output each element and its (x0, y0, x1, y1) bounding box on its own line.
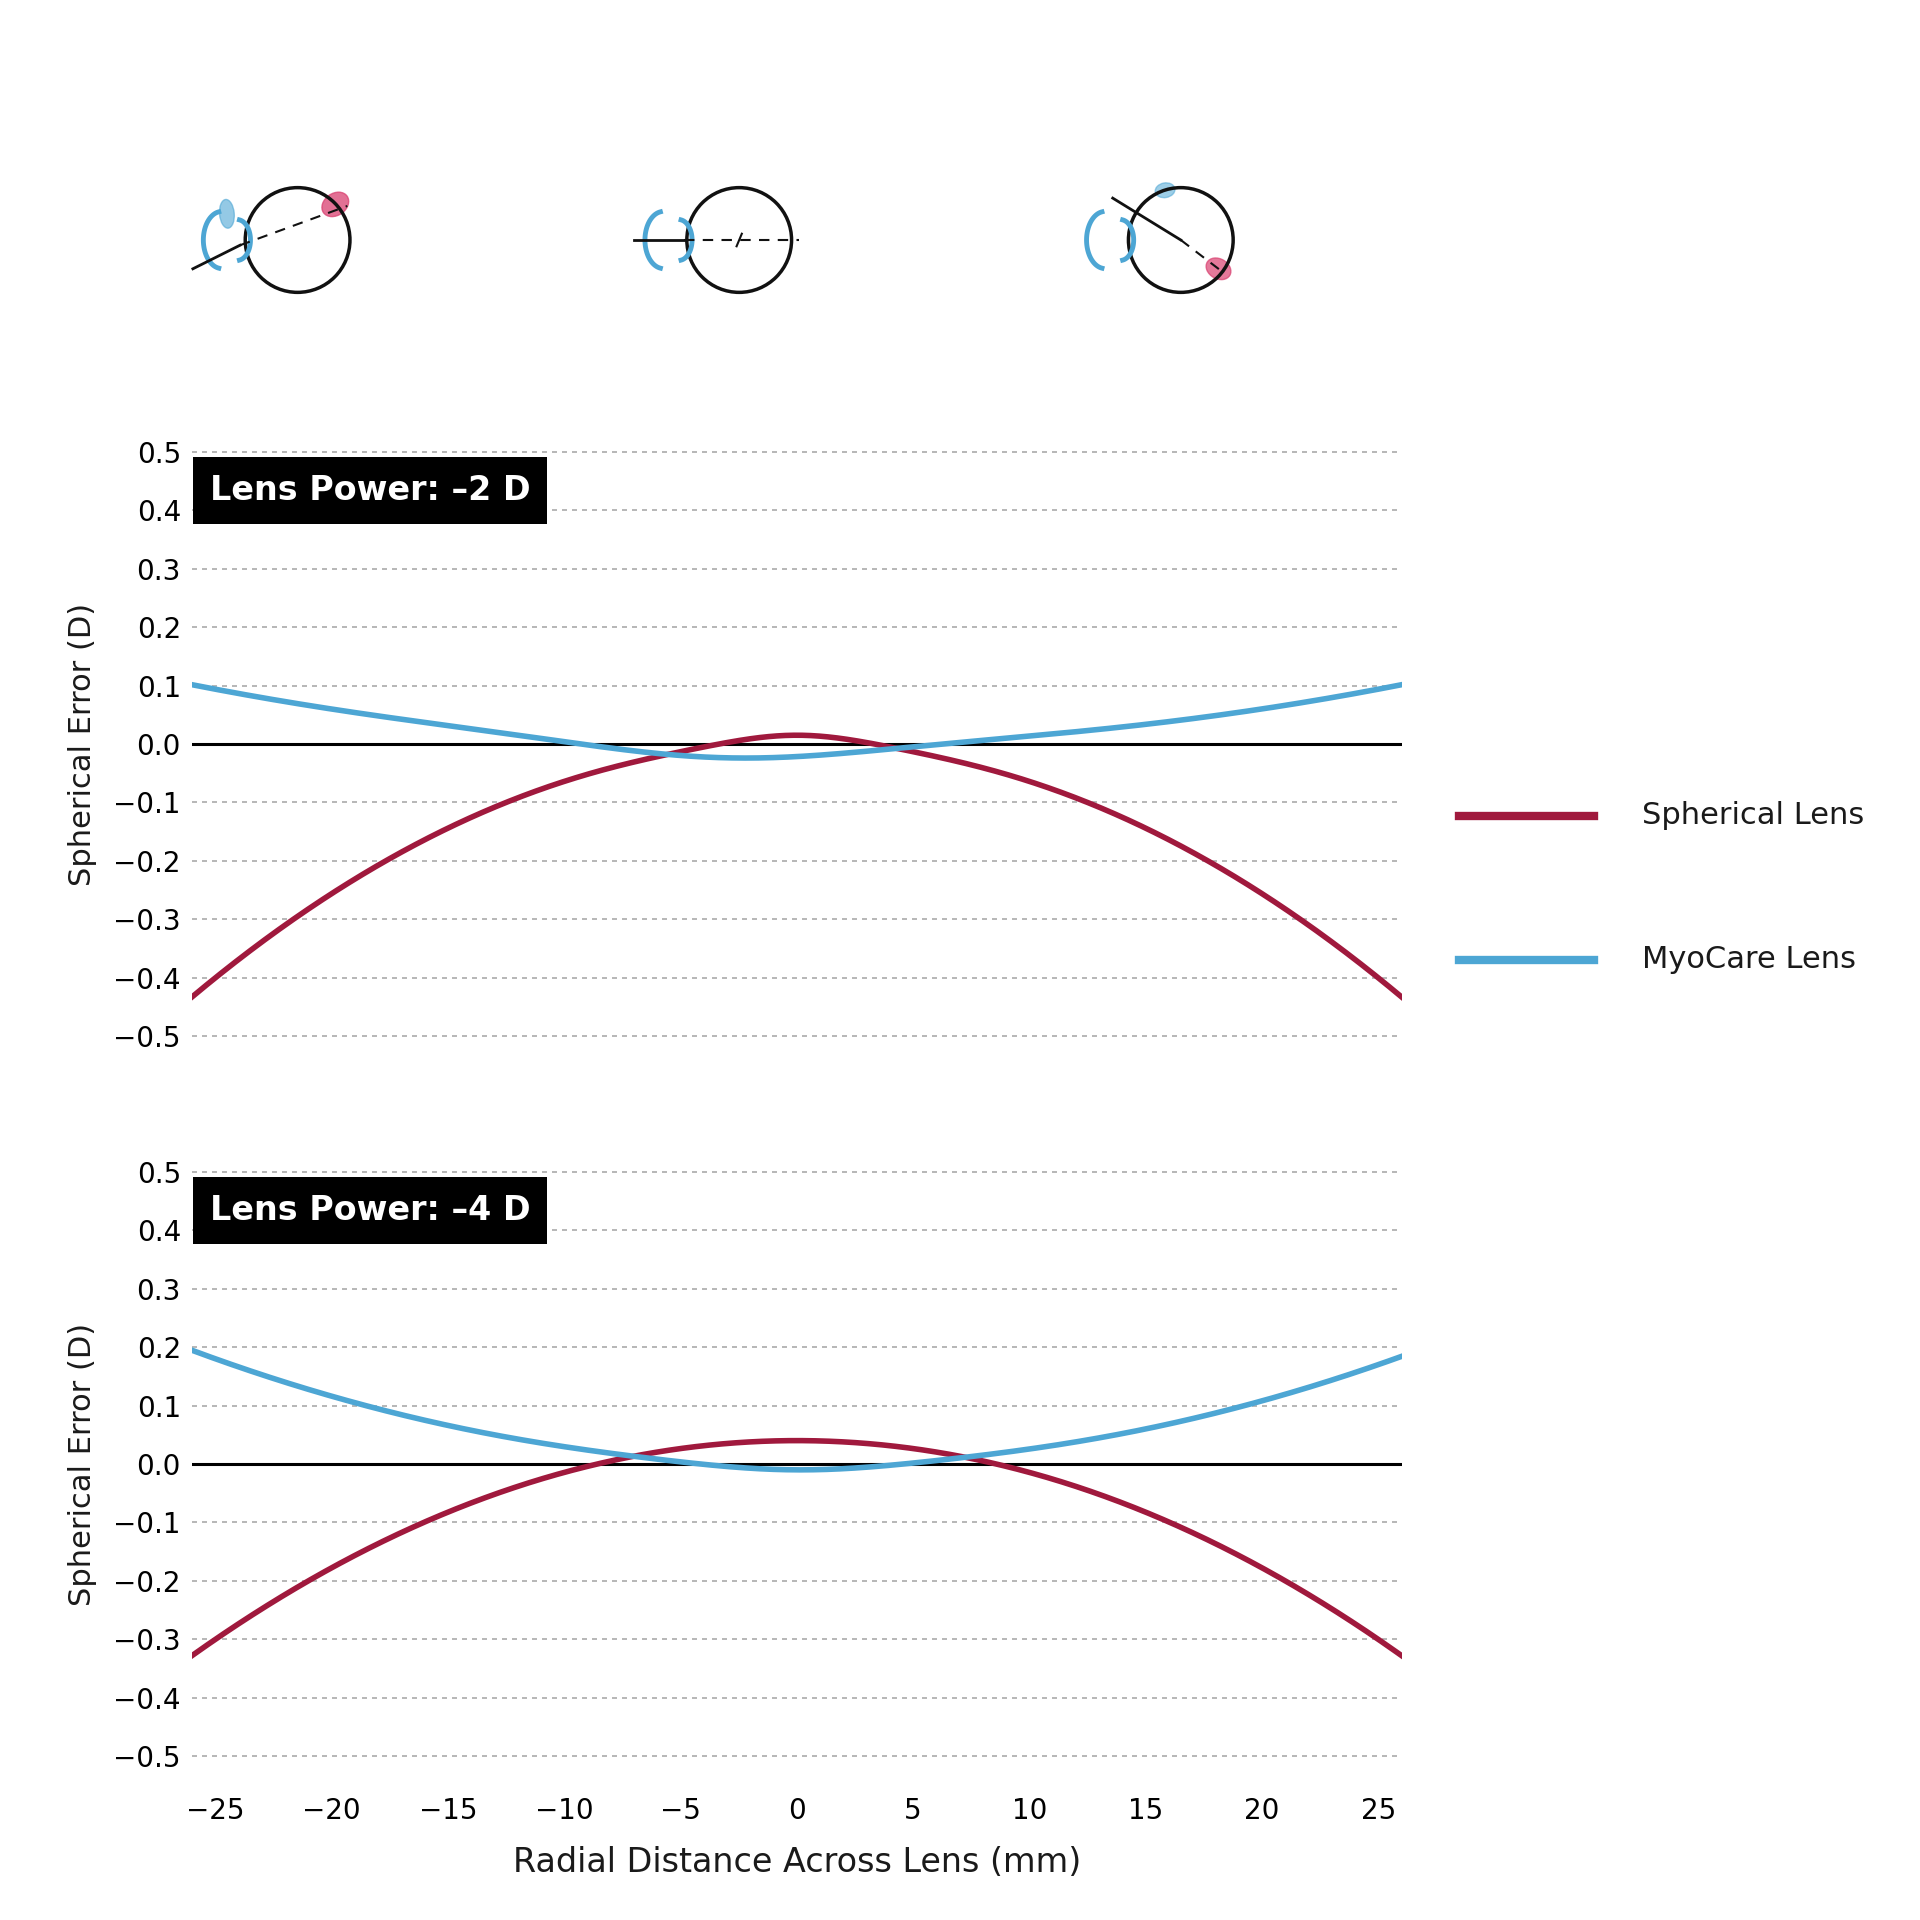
Ellipse shape (1156, 182, 1175, 198)
Text: MyoCare Lens: MyoCare Lens (1642, 945, 1855, 975)
Ellipse shape (323, 192, 349, 217)
Ellipse shape (1206, 257, 1231, 280)
Y-axis label: Spherical Error (D): Spherical Error (D) (67, 603, 96, 885)
Ellipse shape (219, 200, 234, 228)
Y-axis label: Spherical Error (D): Spherical Error (D) (67, 1323, 96, 1605)
Text: Lens Power: –2 D: Lens Power: –2 D (209, 474, 530, 507)
Text: Lens Power: –4 D: Lens Power: –4 D (209, 1194, 530, 1227)
Text: Spherical Lens: Spherical Lens (1642, 801, 1864, 831)
X-axis label: Radial Distance Across Lens (mm): Radial Distance Across Lens (mm) (513, 1845, 1081, 1878)
